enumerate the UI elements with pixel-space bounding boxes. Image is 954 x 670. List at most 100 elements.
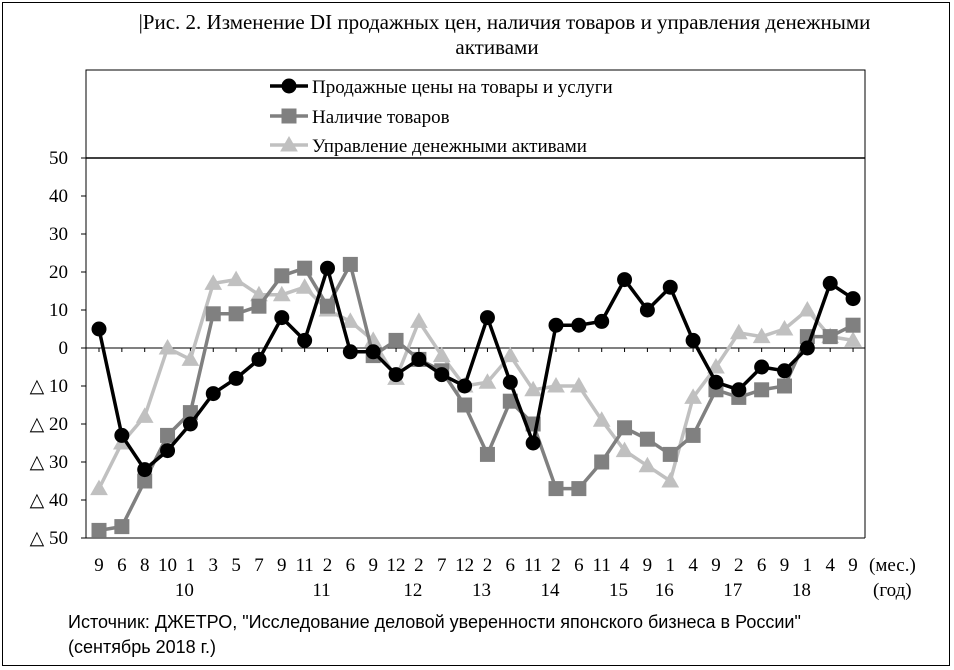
series-sales-prices-point xyxy=(845,291,861,307)
x-month-label: 4 xyxy=(688,555,698,576)
series-cash-management-point xyxy=(181,350,200,366)
series-sales-prices-point xyxy=(662,279,678,295)
series-cash-management-point xyxy=(592,411,611,427)
series-cash-management-point xyxy=(478,373,497,389)
series-goods-availability-point xyxy=(594,454,610,470)
series-cash-management-point xyxy=(707,357,725,374)
series-goods-availability-point xyxy=(777,378,792,394)
series-goods-availability-point xyxy=(114,519,130,535)
source-note: Источник: ДЖЕТРО, "Исследование деловой … xyxy=(68,610,801,660)
series-sales-prices-point xyxy=(411,351,427,367)
series-cash-management-point xyxy=(158,338,177,355)
series-sales-prices-point xyxy=(388,367,404,383)
series-sales-prices-point xyxy=(365,344,381,360)
series-sales-prices-point xyxy=(525,435,541,451)
x-year-label: 16 xyxy=(655,580,674,601)
y-tick-label: 30 xyxy=(49,224,68,245)
series-sales-prices-point xyxy=(251,351,267,367)
series-goods-availability-point xyxy=(457,397,473,413)
series-goods-availability-point xyxy=(685,427,701,443)
series-goods-availability-point xyxy=(754,382,770,398)
series-cash-management-point xyxy=(547,376,565,393)
x-month-label: 8 xyxy=(140,555,150,576)
series-cash-management-point xyxy=(135,407,154,423)
x-month-label: 9 xyxy=(711,555,721,576)
series-goods-availability-point xyxy=(297,260,313,276)
series-goods-availability-point xyxy=(617,420,633,436)
series-cash-management-point xyxy=(410,312,428,328)
series-goods-availability-point xyxy=(91,522,107,538)
series-sales-prices-point xyxy=(502,374,518,390)
x-month-label: 1 xyxy=(186,555,196,576)
series-sales-prices-point xyxy=(205,386,221,402)
series-goods-availability-point xyxy=(160,427,176,443)
x-month-label: 9 xyxy=(94,555,104,576)
series-cash-management-point xyxy=(501,346,520,363)
series-sales-prices-point xyxy=(617,272,633,288)
x-month-label: 5 xyxy=(231,555,241,576)
x-year-label: 12 xyxy=(403,580,422,601)
x-year-label: 14 xyxy=(541,580,561,601)
series-cash-management-point xyxy=(638,456,657,473)
y-tick-label: 10 xyxy=(49,300,68,321)
x-month-label: 2 xyxy=(323,555,333,576)
series-goods-availability-point xyxy=(571,481,587,497)
series-sales-prices-point xyxy=(160,443,176,459)
x-month-label: 9 xyxy=(848,555,858,576)
series-cash-management-point xyxy=(661,471,680,488)
y-tick-label: 0 xyxy=(59,338,69,359)
x-month-label: 12 xyxy=(387,555,406,576)
series-sales-prices-point xyxy=(434,367,450,383)
y-tick-label: 50 xyxy=(49,148,68,169)
legend-label-series-goods-availability: Наличие товаров xyxy=(312,107,450,128)
series-cash-management-point xyxy=(844,331,862,347)
y-tick-label: △ 30 xyxy=(30,452,68,473)
chart-title-line1: |Рис. 2. Изменение DI продажных цен, нал… xyxy=(138,10,871,34)
y-tick-label: 20 xyxy=(49,262,68,283)
x-month-label: 6 xyxy=(346,555,356,576)
legend-marker-series-cash-management xyxy=(280,135,298,152)
series-goods-availability-point xyxy=(342,256,358,272)
series-sales-prices-line xyxy=(97,266,855,472)
x-month-label: 7 xyxy=(254,555,264,576)
series-goods-availability-point xyxy=(822,329,838,345)
x-month-label: 4 xyxy=(620,555,630,576)
series-sales-prices-point xyxy=(114,427,130,443)
series-sales-prices-point xyxy=(137,462,153,478)
series-sales-prices-point xyxy=(731,382,747,398)
series-sales-prices-point xyxy=(342,344,358,360)
series-goods-availability-point xyxy=(251,298,267,314)
series-cash-management-point xyxy=(615,441,634,458)
series-sales-prices-point xyxy=(777,363,792,379)
x-unit-month: (мес.) xyxy=(869,555,916,576)
series-cash-management-point xyxy=(798,300,817,317)
source-line1: Источник: ДЖЕТРО, "Исследование деловой … xyxy=(68,612,801,632)
series-sales-prices-point xyxy=(228,370,244,386)
series-goods-availability-point xyxy=(639,431,655,447)
x-year-label: 15 xyxy=(609,580,628,601)
chart-title-line2: активами xyxy=(455,35,539,59)
series-sales-prices-point xyxy=(754,359,770,375)
y-tick-label: △ 40 xyxy=(30,490,68,511)
series-goods-availability-point xyxy=(388,332,404,348)
x-month-label: 2 xyxy=(551,555,561,576)
x-month-label: 6 xyxy=(506,555,516,576)
x-month-label: 9 xyxy=(368,555,378,576)
x-year-label: 18 xyxy=(792,580,811,601)
series-sales-prices-point xyxy=(182,416,198,432)
series-sales-prices-point xyxy=(571,317,587,333)
series-cash-management-point xyxy=(569,376,588,393)
x-month-label: 2 xyxy=(414,555,424,576)
x-month-label: 1 xyxy=(666,555,676,576)
legend-label-series-sales-prices: Продажные цены на товары и услуги xyxy=(312,77,613,98)
series-cash-management-point xyxy=(204,274,223,290)
series-sales-prices-point xyxy=(548,317,564,333)
x-year-label: 10 xyxy=(175,580,194,601)
x-month-label: 6 xyxy=(117,555,127,576)
x-month-label: 2 xyxy=(734,555,744,576)
y-tick-label: △ 20 xyxy=(30,414,68,435)
x-month-label: 6 xyxy=(574,555,584,576)
series-sales-prices-point xyxy=(685,332,701,348)
series-cash-management-point xyxy=(90,479,108,496)
